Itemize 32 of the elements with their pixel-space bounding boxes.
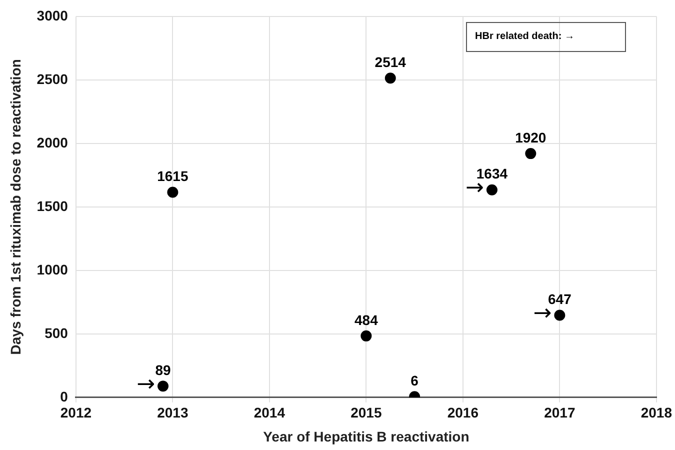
data-label: 1920 [515,129,546,146]
y-tick-label: 1500 [36,198,68,214]
point [167,186,178,198]
x-tick-label: 2014 [254,404,286,421]
annotation: → [136,372,156,397]
point [384,72,396,84]
annotation: HBr related death: → [466,22,626,52]
x-tick-label: 2012 [60,404,92,421]
y-tick-label: 2000 [36,134,68,150]
data-label: 2514 [374,54,406,70]
x-tick-label: 2017 [544,404,576,421]
data-label: 484 [354,312,378,328]
y-tick-label: 0 [60,388,68,404]
point [360,330,372,342]
y-tick-label: 3000 [36,7,68,24]
x-axis-title: Year of Hepatitis B reactivation [263,428,470,444]
data-label: 6 [410,372,419,388]
y-tick-label: 2500 [36,70,68,87]
point [554,310,566,321]
x-tick-label: 2013 [157,404,188,421]
y-tick-label: 1000 [36,261,68,278]
y-axis-title: Days from 1st rituximab dose to reactivation [7,59,24,355]
point [158,380,169,392]
y-tick-label: 500 [44,324,68,341]
x-tick-label: 2015 [350,404,382,421]
data-label: 647 [548,291,572,308]
data-label: 89 [155,362,172,378]
point [486,184,498,196]
data-label: 1615 [157,168,188,184]
x-tick-label: 2018 [640,404,672,421]
x-tick-label: 2016 [447,404,479,421]
point [525,148,536,160]
